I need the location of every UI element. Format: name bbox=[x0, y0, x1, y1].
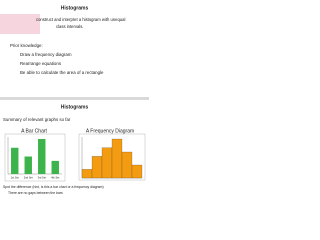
prior-item: Draw a frequency diagram bbox=[20, 52, 72, 57]
bar bbox=[131, 164, 143, 179]
slide-title: Histograms bbox=[61, 104, 89, 110]
bar bbox=[24, 156, 32, 174]
bar bbox=[11, 147, 19, 174]
bar bbox=[38, 139, 46, 174]
note: There are no gaps between the bars bbox=[8, 191, 63, 195]
slide-image bbox=[0, 14, 40, 34]
chart-title: A Frequency Diagram bbox=[86, 128, 134, 134]
x-tick-label: 1st Set bbox=[11, 176, 19, 180]
chart-title: A Bar Chart bbox=[21, 128, 47, 134]
bar bbox=[121, 151, 133, 179]
summary: Summary of relevant graphs so far bbox=[3, 117, 71, 122]
bar bbox=[81, 169, 93, 179]
x-tick-label: 2nd Set bbox=[24, 176, 33, 180]
bar bbox=[101, 147, 113, 179]
bar bbox=[91, 156, 103, 179]
bar bbox=[51, 160, 59, 174]
prior-item: Be able to calculate the area of a recta… bbox=[20, 70, 104, 75]
x-tick-label: 4th Set bbox=[51, 176, 59, 180]
objective-line: construct and interpret a histogram with… bbox=[36, 17, 125, 22]
page: Histograms construct and interpret a his… bbox=[0, 0, 149, 195]
x-tick-label: 3rd Set bbox=[38, 176, 47, 180]
note: Spot the difference (hint, is this a bar… bbox=[3, 185, 104, 189]
bar bbox=[111, 138, 123, 179]
objective-line: class intervals. bbox=[56, 24, 83, 29]
prior-heading: Prior knowledge: bbox=[10, 43, 43, 48]
prior-item: Rearrange equations bbox=[20, 61, 62, 66]
slide-separator bbox=[0, 97, 149, 100]
slide-title: Histograms bbox=[61, 5, 89, 11]
